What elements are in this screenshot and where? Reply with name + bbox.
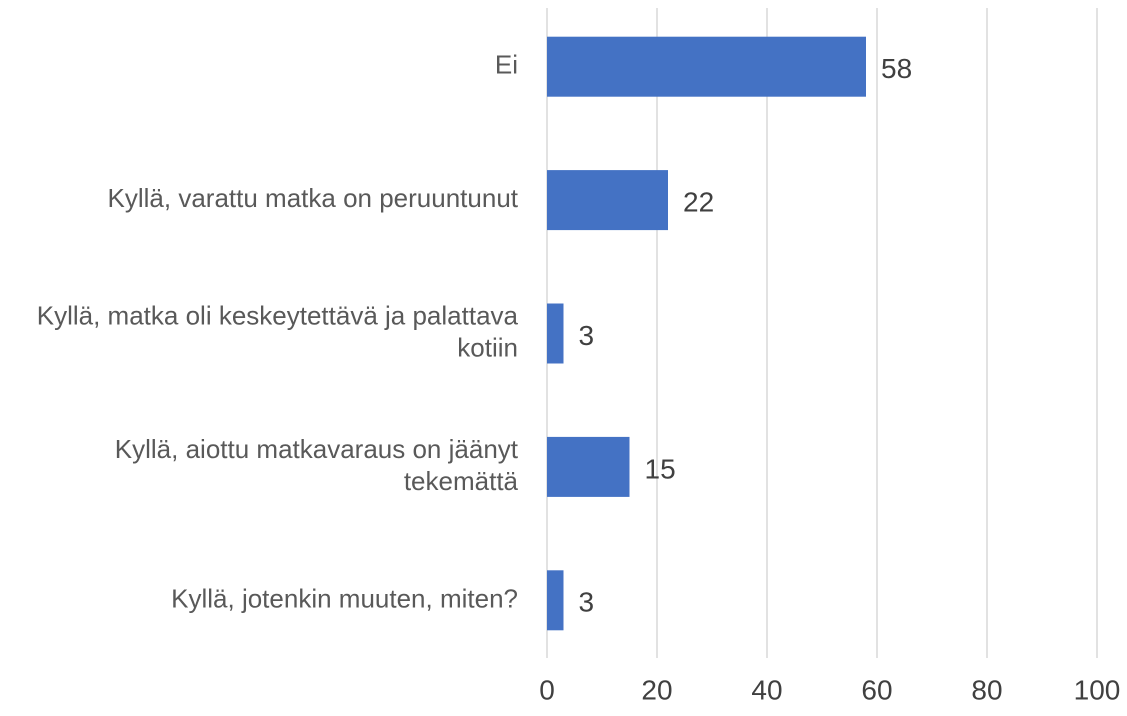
y-tick-label: Kyllä, varattu matka on peruuntunut	[108, 183, 519, 213]
data-label: 58	[881, 53, 912, 84]
bar	[547, 170, 668, 231]
data-label: 3	[579, 587, 595, 618]
x-tick-label: 80	[971, 674, 1002, 705]
x-tick-label: 0	[539, 674, 555, 705]
bar	[547, 436, 630, 497]
data-label: 22	[683, 186, 714, 217]
y-tick-label: Kyllä, aiottu matkavaraus on jäänyt tekem…	[115, 434, 519, 496]
x-tick-label: 60	[861, 674, 892, 705]
x-tick-label: 100	[1074, 674, 1121, 705]
bar	[547, 570, 564, 631]
y-tick-label: Kyllä, jotenkin muuten, miten?	[171, 583, 518, 613]
bar	[547, 303, 564, 364]
x-tick-label: 20	[641, 674, 672, 705]
y-tick-label: Ei	[495, 50, 518, 80]
data-label: 15	[645, 453, 676, 484]
y-tick-label: Kyllä, matka oli keskeytettävä ja palatt…	[37, 300, 519, 362]
bar	[547, 36, 866, 97]
data-label: 3	[579, 320, 595, 351]
x-tick-label: 40	[751, 674, 782, 705]
